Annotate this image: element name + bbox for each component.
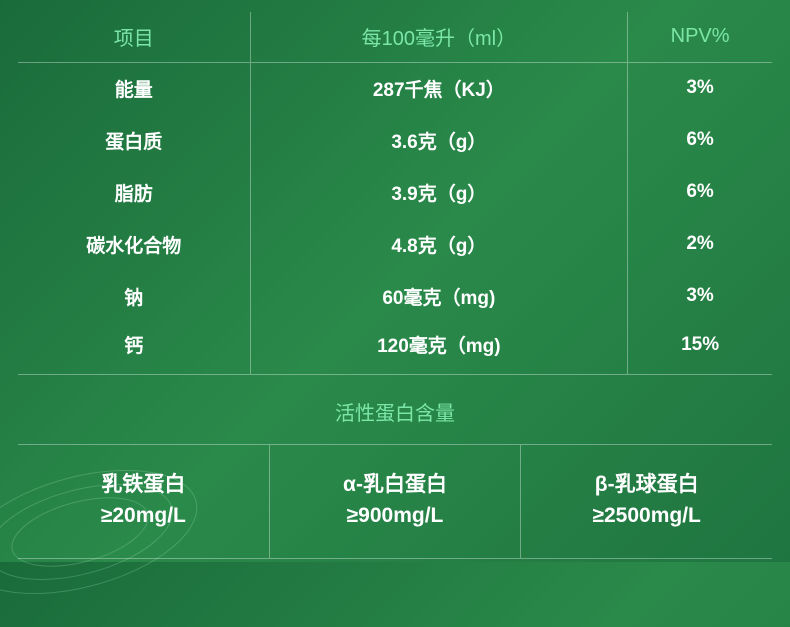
nutrition-panel: 项目 每100毫升（ml） NPV% 能量 287千焦（KJ） 3% 蛋白质 3… <box>0 0 790 559</box>
cell-value: 3.9克（g） <box>250 166 628 218</box>
col-header-item: 项目 <box>18 12 250 62</box>
cell-value: 120毫克（mg) <box>250 322 628 374</box>
cell-value: 60毫克（mg) <box>250 270 628 322</box>
cell-item: 钠 <box>18 270 250 322</box>
cell-value: 287千焦（KJ） <box>250 62 628 114</box>
cell-npv: 3% <box>628 270 772 322</box>
active-protein-title: 活性蛋白含量 <box>18 375 772 445</box>
cell-item: 蛋白质 <box>18 114 250 166</box>
protein-name: α-乳白蛋白 <box>270 469 521 501</box>
table-row: 脂肪 3.9克（g） 6% <box>18 166 772 218</box>
cell-npv: 6% <box>628 114 772 166</box>
table-row: 钠 60毫克（mg) 3% <box>18 270 772 322</box>
protein-item: 乳铁蛋白 ≥20mg/L <box>18 445 269 558</box>
table-row: 蛋白质 3.6克（g） 6% <box>18 114 772 166</box>
protein-name: 乳铁蛋白 <box>18 469 269 501</box>
protein-value: ≥20mg/L <box>18 500 269 532</box>
table-row: 能量 287千焦（KJ） 3% <box>18 62 772 114</box>
col-header-npv: NPV% <box>628 12 772 62</box>
cell-value: 3.6克（g） <box>250 114 628 166</box>
cell-item: 钙 <box>18 322 250 374</box>
active-protein-section: 乳铁蛋白 ≥20mg/L α-乳白蛋白 ≥900mg/L β-乳球蛋白 ≥250… <box>18 445 772 559</box>
table-header-row: 项目 每100毫升（ml） NPV% <box>18 12 772 62</box>
protein-name: β-乳球蛋白 <box>521 469 772 501</box>
cell-npv: 2% <box>628 218 772 270</box>
col-header-per100ml: 每100毫升（ml） <box>250 12 628 62</box>
protein-item: α-乳白蛋白 ≥900mg/L <box>269 445 521 558</box>
cell-npv: 6% <box>628 166 772 218</box>
cell-item: 能量 <box>18 62 250 114</box>
table-row: 碳水化合物 4.8克（g） 2% <box>18 218 772 270</box>
protein-item: β-乳球蛋白 ≥2500mg/L <box>520 445 772 558</box>
cell-npv: 15% <box>628 322 772 374</box>
cell-item: 碳水化合物 <box>18 218 250 270</box>
protein-value: ≥2500mg/L <box>521 500 772 532</box>
cell-npv: 3% <box>628 62 772 114</box>
protein-value: ≥900mg/L <box>270 500 521 532</box>
nutrition-table: 项目 每100毫升（ml） NPV% 能量 287千焦（KJ） 3% 蛋白质 3… <box>18 12 772 375</box>
cell-value: 4.8克（g） <box>250 218 628 270</box>
table-row: 钙 120毫克（mg) 15% <box>18 322 772 374</box>
cell-item: 脂肪 <box>18 166 250 218</box>
